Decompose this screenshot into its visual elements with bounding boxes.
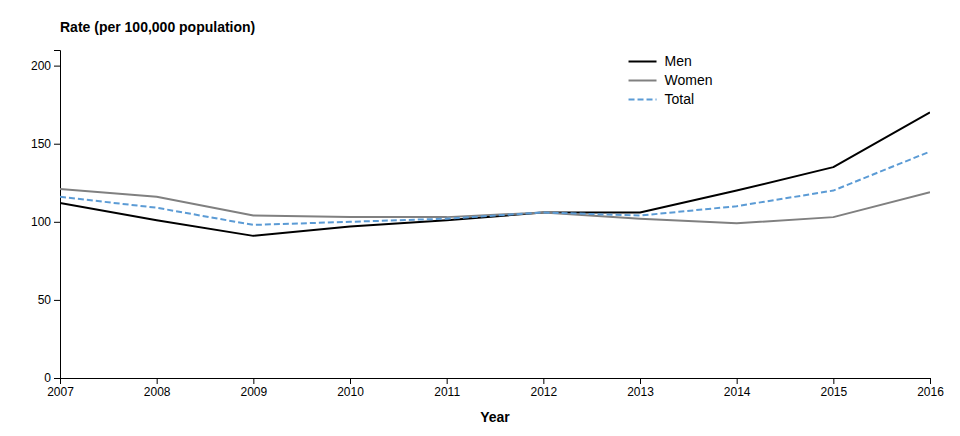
- tick: 2009: [240, 378, 267, 399]
- tick-mark: [737, 378, 738, 384]
- tick: 2013: [627, 378, 654, 399]
- tick-label: 2013: [627, 385, 654, 399]
- x-axis-title: Year: [480, 409, 510, 425]
- tick-label: 100: [31, 215, 51, 229]
- tick-mark: [350, 378, 351, 384]
- series-line: [60, 112, 930, 235]
- legend-swatch: [629, 61, 657, 63]
- tick: 2012: [530, 378, 557, 399]
- legend-swatch: [629, 99, 657, 101]
- legend-swatch: [629, 80, 657, 82]
- legend: Men Women Total: [629, 53, 713, 107]
- tick: 150: [31, 137, 60, 151]
- tick: 100: [31, 215, 60, 229]
- tick-label: 50: [38, 293, 52, 307]
- tick-mark: [54, 378, 60, 379]
- tick-label: 2007: [47, 385, 74, 399]
- tick: 2008: [144, 378, 171, 399]
- tick: 2014: [724, 378, 751, 399]
- tick-mark: [54, 144, 60, 145]
- tick-mark: [54, 66, 60, 67]
- tick: 2016: [917, 378, 944, 399]
- series-line: [60, 152, 930, 225]
- legend-label: Total: [665, 91, 695, 107]
- tick: 200: [31, 59, 60, 73]
- tick-label: 2014: [724, 385, 751, 399]
- tick: 2007: [47, 378, 74, 399]
- axis-line: [54, 51, 61, 379]
- legend-item: Men: [629, 53, 692, 69]
- tick-mark: [833, 378, 834, 384]
- chart: 2007 2008 2009 2010 2011 2012 2013 2014 2015 2016…: [0, 0, 960, 436]
- tick-label: 2015: [820, 385, 847, 399]
- legend-item: Women: [629, 72, 713, 88]
- tick-mark: [640, 378, 641, 384]
- tick-mark: [54, 300, 60, 301]
- legend-label: Men: [665, 53, 692, 69]
- tick-mark: [930, 378, 931, 384]
- series-line: [60, 189, 930, 223]
- tick-label: 200: [31, 59, 51, 73]
- tick: 2015: [820, 378, 847, 399]
- tick: 50: [38, 293, 60, 307]
- tick: 2011: [434, 378, 460, 399]
- legend-label: Women: [665, 72, 713, 88]
- tick-label: 2008: [144, 385, 171, 399]
- y-axis-title: Rate (per 100,000 population): [60, 19, 255, 35]
- plot-area: [60, 112, 930, 235]
- tick-mark: [447, 378, 448, 384]
- tick-mark: [157, 378, 158, 384]
- tick-mark: [54, 222, 60, 223]
- tick-label: 150: [31, 137, 51, 151]
- tick-mark: [543, 378, 544, 384]
- tick-label: 2011: [434, 385, 460, 399]
- legend-item: Total: [629, 91, 695, 107]
- axis-line: [61, 379, 931, 385]
- tick-label: 2012: [530, 385, 557, 399]
- tick-label: 2016: [917, 385, 944, 399]
- tick: 0: [44, 371, 60, 385]
- tick-mark: [253, 378, 254, 384]
- tick-label: 2009: [240, 385, 267, 399]
- x-axis: 2007 2008 2009 2010 2011 2012 2013 2014 2015 2016: [47, 378, 944, 399]
- tick-label: 0: [44, 371, 51, 385]
- y-axis: 0 50 100 150 200: [31, 51, 61, 386]
- tick: 2010: [337, 378, 364, 399]
- tick-label: 2010: [337, 385, 364, 399]
